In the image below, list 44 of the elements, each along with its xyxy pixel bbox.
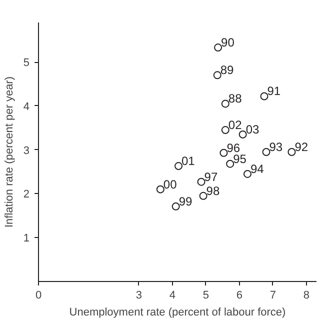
- y-tick-label: 4: [23, 100, 30, 113]
- point: [213, 71, 222, 80]
- point: [260, 92, 268, 100]
- x-tick-label: 5: [202, 290, 210, 302]
- annotation: 88: [228, 92, 242, 106]
- point: [288, 148, 296, 156]
- annotation: 00: [163, 177, 178, 192]
- y-axis-title: Inflation rate (percent per year): [3, 76, 16, 228]
- point: [214, 44, 222, 52]
- point: [220, 148, 228, 157]
- annotation: 98: [206, 184, 220, 198]
- annotation: 91: [267, 84, 281, 98]
- point: [174, 162, 183, 170]
- point: [262, 148, 270, 156]
- x-tick-label: 6: [236, 290, 243, 302]
- x-tick-label: 0: [35, 290, 42, 302]
- annotation: 90: [221, 36, 235, 50]
- point: [156, 185, 164, 194]
- x-axis-title: Unemployment rate (percent of labour force): [69, 306, 286, 318]
- y-tick-label: 3: [23, 144, 30, 157]
- annotation: 92: [294, 140, 308, 154]
- annotation: 97: [204, 170, 218, 184]
- point: [199, 192, 208, 200]
- point: [226, 160, 234, 168]
- y-tick-label: 5: [23, 57, 30, 70]
- annotation: 94: [250, 162, 264, 176]
- point: [221, 100, 230, 108]
- x-tick-label: 8: [303, 290, 310, 302]
- y-tick-label: 1: [23, 232, 30, 245]
- x-tick-label: 4: [169, 290, 176, 302]
- annotation: 93: [269, 140, 283, 154]
- annotation: 03: [246, 122, 260, 136]
- point: [197, 178, 206, 186]
- x-tick-label: 3: [136, 290, 142, 302]
- annotation: 99: [178, 194, 192, 208]
- point: [244, 170, 252, 178]
- annotation: 01: [182, 154, 196, 168]
- point: [221, 126, 230, 134]
- point: [238, 130, 247, 138]
- point: [172, 202, 180, 210]
- annotation: 89: [220, 63, 234, 78]
- y-tick-label: 2: [23, 188, 30, 201]
- x-tick-label: 7: [270, 290, 276, 302]
- annotation: 02: [228, 118, 242, 132]
